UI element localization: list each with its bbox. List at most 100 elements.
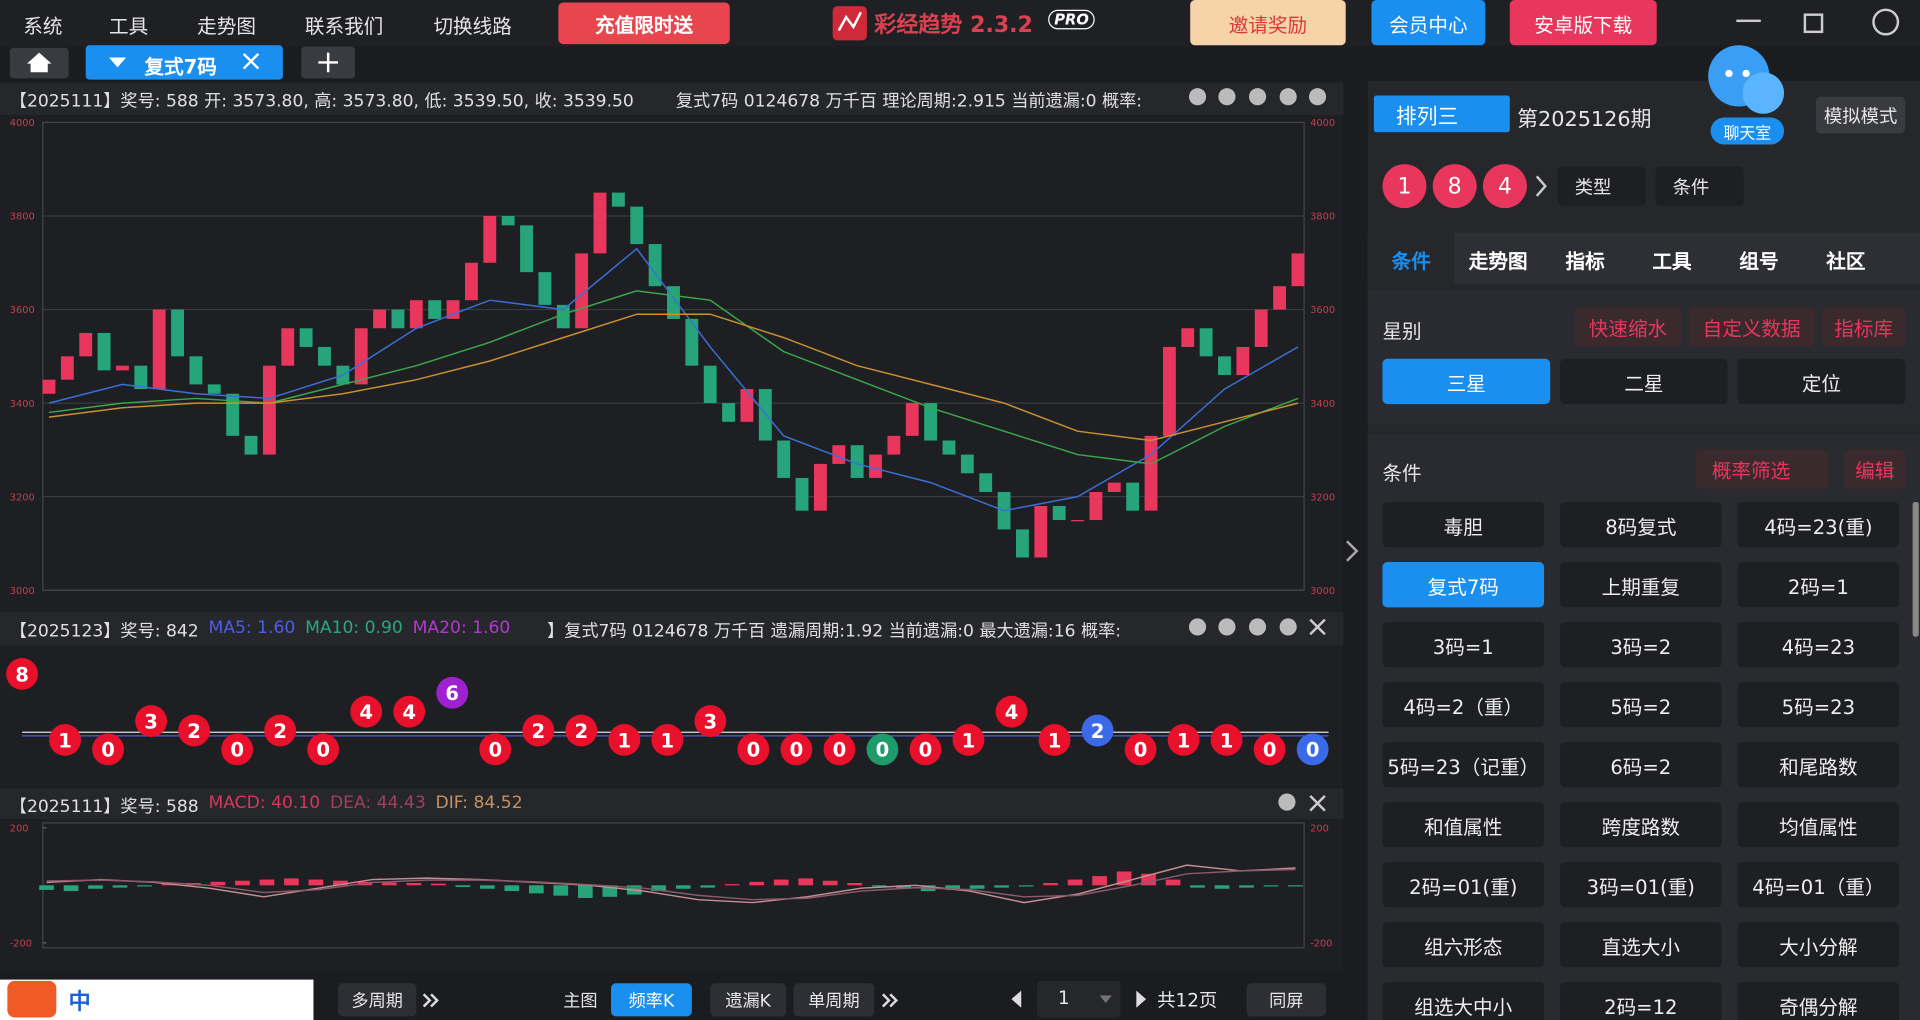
edit-button[interactable]: 编辑 (1844, 449, 1906, 489)
macd-bar (553, 885, 569, 896)
member-button[interactable]: 会员中心 (1371, 0, 1486, 46)
omission-label: 0 (316, 739, 330, 762)
ma-line (48, 313, 1299, 442)
condition-button[interactable]: 跨度路数 (1560, 802, 1722, 848)
omission-dot (221, 733, 254, 766)
legend-item: DIF: 84.52 (435, 793, 523, 814)
side-tab[interactable]: 社区 (1826, 249, 1866, 274)
promo-button[interactable]: 充值限时送 (558, 2, 730, 45)
y-tick-label: 3400 (1310, 399, 1335, 410)
side-tab[interactable]: 组号 (1739, 249, 1779, 274)
ma-line (48, 247, 1299, 512)
candle (1034, 506, 1048, 558)
cond-select[interactable]: 条件 (1655, 166, 1744, 206)
view-button[interactable]: 频率K (611, 983, 692, 1017)
omission-label: 1 (1220, 729, 1234, 752)
omission-dot (92, 733, 125, 766)
condition-button[interactable]: 2码=12 (1560, 982, 1722, 1020)
invite-button[interactable]: 邀请奖励 (1190, 0, 1346, 46)
panel-header: 【2025111】奖号: 588 (9, 797, 199, 817)
candle (924, 403, 938, 441)
condition-button[interactable]: 5码=2 (1560, 682, 1722, 728)
condition-button[interactable]: 3码=1 (1382, 622, 1545, 668)
link-button[interactable]: 指标库 (1822, 307, 1906, 347)
mode-button[interactable]: 模拟模式 (1815, 96, 1906, 134)
view-button[interactable]: 单周期 (793, 983, 875, 1017)
candle (1218, 356, 1231, 376)
macd-bar (700, 885, 716, 888)
candle (630, 206, 644, 245)
condition-button[interactable]: 毒胆 (1382, 502, 1545, 548)
condition-button[interactable]: 3码=2 (1560, 622, 1722, 668)
condition-button[interactable]: 2码=1 (1737, 562, 1900, 608)
menu-item[interactable]: 走势图 (197, 14, 256, 38)
y-tick-label: 3600 (1310, 305, 1335, 316)
condition-button[interactable]: 4码=01（重） (1737, 862, 1900, 908)
same-screen-button[interactable]: 同屏 (1246, 983, 1327, 1017)
view-button[interactable]: 遗漏K (710, 983, 787, 1017)
menu-item[interactable]: 切换线路 (433, 14, 512, 38)
condition-button[interactable]: 4码=2（重） (1382, 682, 1545, 728)
macd-bar (1043, 883, 1058, 886)
link-button[interactable]: 自定义数据 (1688, 307, 1815, 347)
condition-button[interactable]: 3码=01(重) (1560, 862, 1722, 908)
omission-label: 2 (273, 720, 287, 743)
y-tick-label: 3600 (10, 305, 35, 316)
condition-button[interactable]: 5码=23（记重） (1382, 742, 1545, 788)
menu-item[interactable]: 系统 (23, 14, 63, 38)
condition-button[interactable]: 8码复式 (1560, 502, 1722, 548)
y-tick-label: 4000 (1310, 118, 1335, 129)
condition-button[interactable]: 4码=23(重) (1737, 502, 1900, 548)
condition-button[interactable]: 4码=23 (1737, 622, 1900, 668)
candle (758, 389, 772, 441)
candle (1016, 529, 1029, 558)
menu-item[interactable]: 工具 (108, 14, 149, 38)
omission-dot (6, 658, 38, 690)
y-tick-label: 3400 (10, 399, 35, 410)
side-tab[interactable]: 条件 (1391, 249, 1431, 274)
candle (446, 300, 460, 319)
menu-item[interactable]: 联系我们 (304, 14, 384, 38)
omission-label: 0 (1263, 739, 1277, 762)
side-tab[interactable]: 工具 (1652, 249, 1692, 274)
condition-button[interactable]: 和值属性 (1382, 802, 1545, 848)
chat-button[interactable]: 聊天室 (1710, 117, 1785, 145)
lottery-select[interactable]: 排列三 (1373, 95, 1510, 133)
condition-button[interactable]: 组选大中小 (1382, 982, 1545, 1020)
side-tab[interactable]: 指标 (1565, 249, 1605, 274)
legend-item: MA5: 1.60 (208, 618, 296, 638)
star-button[interactable]: 定位 (1737, 358, 1906, 405)
download-button[interactable]: 安卓版下载 (1509, 0, 1657, 46)
condition-button[interactable]: 5码=23 (1737, 682, 1900, 728)
condition-button[interactable]: 2码=01(重) (1382, 862, 1545, 908)
condition-button[interactable]: 上期重复 (1560, 562, 1722, 608)
condition-button[interactable]: 和尾路数 (1737, 742, 1900, 788)
condition-button[interactable]: 复式7码 (1382, 562, 1545, 608)
condition-button[interactable]: 奇偶分解 (1737, 982, 1900, 1020)
filter-select[interactable]: 概率筛选 (1695, 449, 1829, 489)
ball: 1 (1382, 164, 1427, 209)
condition-button[interactable]: 均值属性 (1737, 802, 1900, 848)
macd-bar (602, 885, 618, 897)
macd-bar (308, 879, 324, 886)
condition-button[interactable]: 组六形态 (1382, 922, 1545, 968)
candle (1144, 435, 1158, 511)
candle (152, 309, 166, 390)
plot-frame (42, 822, 1305, 949)
tab-title[interactable]: 复式7码 (144, 55, 217, 79)
condition-button[interactable]: 直选大小 (1560, 922, 1722, 968)
condition-button[interactable]: 大小分解 (1737, 922, 1900, 968)
star-button[interactable]: 三星 (1382, 358, 1551, 405)
omission-label: 0 (230, 739, 244, 762)
candle (520, 225, 533, 273)
page-select[interactable]: 1 (1057, 986, 1070, 1009)
side-tab[interactable]: 走势图 (1468, 249, 1528, 274)
link-button[interactable]: 快速缩水 (1574, 307, 1682, 347)
type-select[interactable]: 类型 (1557, 166, 1646, 206)
star-button[interactable]: 二星 (1560, 358, 1728, 405)
multi-button[interactable]: 多周期 (337, 983, 417, 1017)
omission-label: 8 (15, 663, 29, 686)
omission-dot (178, 714, 211, 747)
condition-button[interactable]: 6码=2 (1560, 742, 1722, 788)
